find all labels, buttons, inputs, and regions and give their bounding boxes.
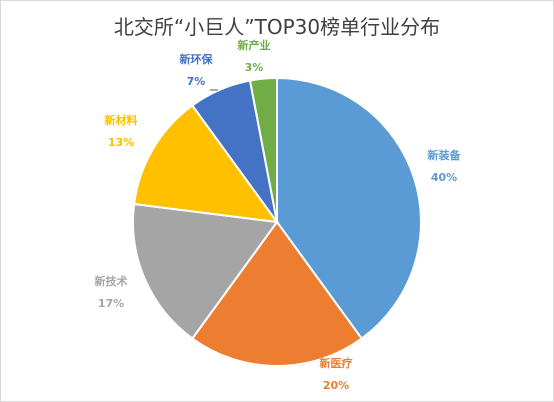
slice-category-label-6: 新产业 <box>238 38 271 52</box>
pie-slice-4 <box>133 104 280 224</box>
slice-value-label-6: 3% <box>245 61 264 74</box>
slice-value-label-2: 20% <box>323 379 349 392</box>
slice-category-label-1: 新装备 <box>428 148 462 162</box>
slice-value-label-5: 7% <box>187 75 206 88</box>
slice-category-label-2: 新医疗 <box>320 356 353 370</box>
pie-slice-1 <box>276 76 422 340</box>
pie-slice-3 <box>132 202 279 340</box>
slice-value-label-4: 13% <box>108 136 134 149</box>
pie-slice-6 <box>248 76 278 223</box>
slice-category-label-4: 新材料 <box>105 113 138 127</box>
slice-category-label-3: 新技术 <box>95 274 128 288</box>
slice-value-label-1: 40% <box>431 171 457 184</box>
slice-value-label-3: 17% <box>98 297 124 310</box>
chart-title: 北交所“小巨人”TOP30榜单行业分布 <box>113 15 441 39</box>
pie-slice-2 <box>190 220 364 367</box>
slice-category-label-5: 新环保 <box>180 52 214 66</box>
